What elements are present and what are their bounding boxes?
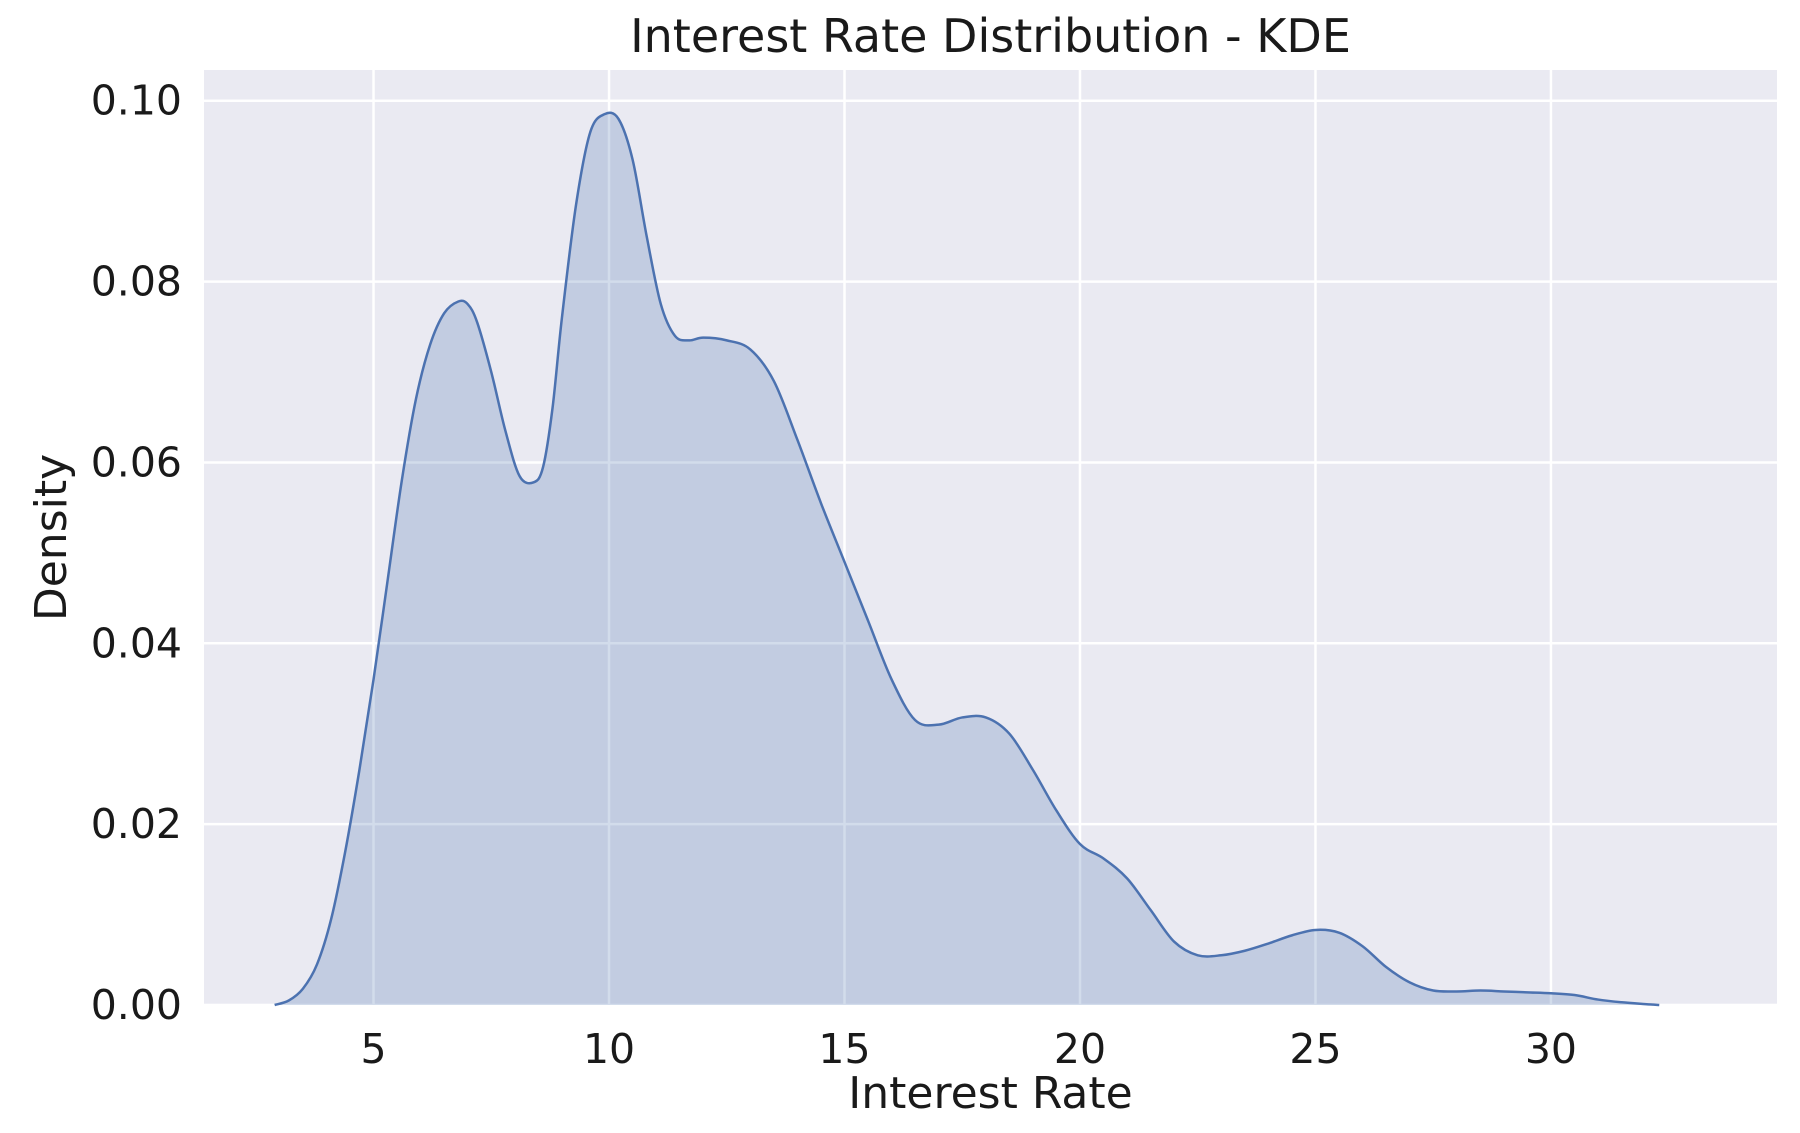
tick-labels: 5 10 15 20 25 30 0.00 0.02 0.04 0.06 0.08 0.10 xyxy=(91,77,1577,1073)
y-tick-label: 0.02 xyxy=(91,800,182,848)
y-tick-label: 0.00 xyxy=(91,981,182,1029)
y-tick-label: 0.06 xyxy=(91,438,182,486)
y-tick-label: 0.10 xyxy=(91,77,182,125)
grid-lines xyxy=(204,70,1777,1007)
kde-curve-line xyxy=(274,111,1660,1007)
x-tick-label: 25 xyxy=(1289,1025,1341,1073)
y-tick-label: 0.08 xyxy=(91,258,182,306)
x-tick-label: 20 xyxy=(1054,1025,1106,1073)
kde-area-layer xyxy=(274,111,1660,1007)
x-tick-label: 10 xyxy=(583,1025,635,1073)
plot-background xyxy=(204,70,1777,1005)
y-tick-label: 0.04 xyxy=(91,619,182,667)
kde-area-fill xyxy=(274,112,1660,1006)
x-tick-label: 30 xyxy=(1525,1025,1577,1073)
x-tick-label: 15 xyxy=(818,1025,870,1073)
chart-title: Interest Rate Distribution - KDE xyxy=(630,9,1351,63)
x-tick-label: 5 xyxy=(360,1025,386,1073)
x-axis-label: Interest Rate xyxy=(848,1068,1132,1119)
y-axis-label: Density xyxy=(26,454,77,621)
